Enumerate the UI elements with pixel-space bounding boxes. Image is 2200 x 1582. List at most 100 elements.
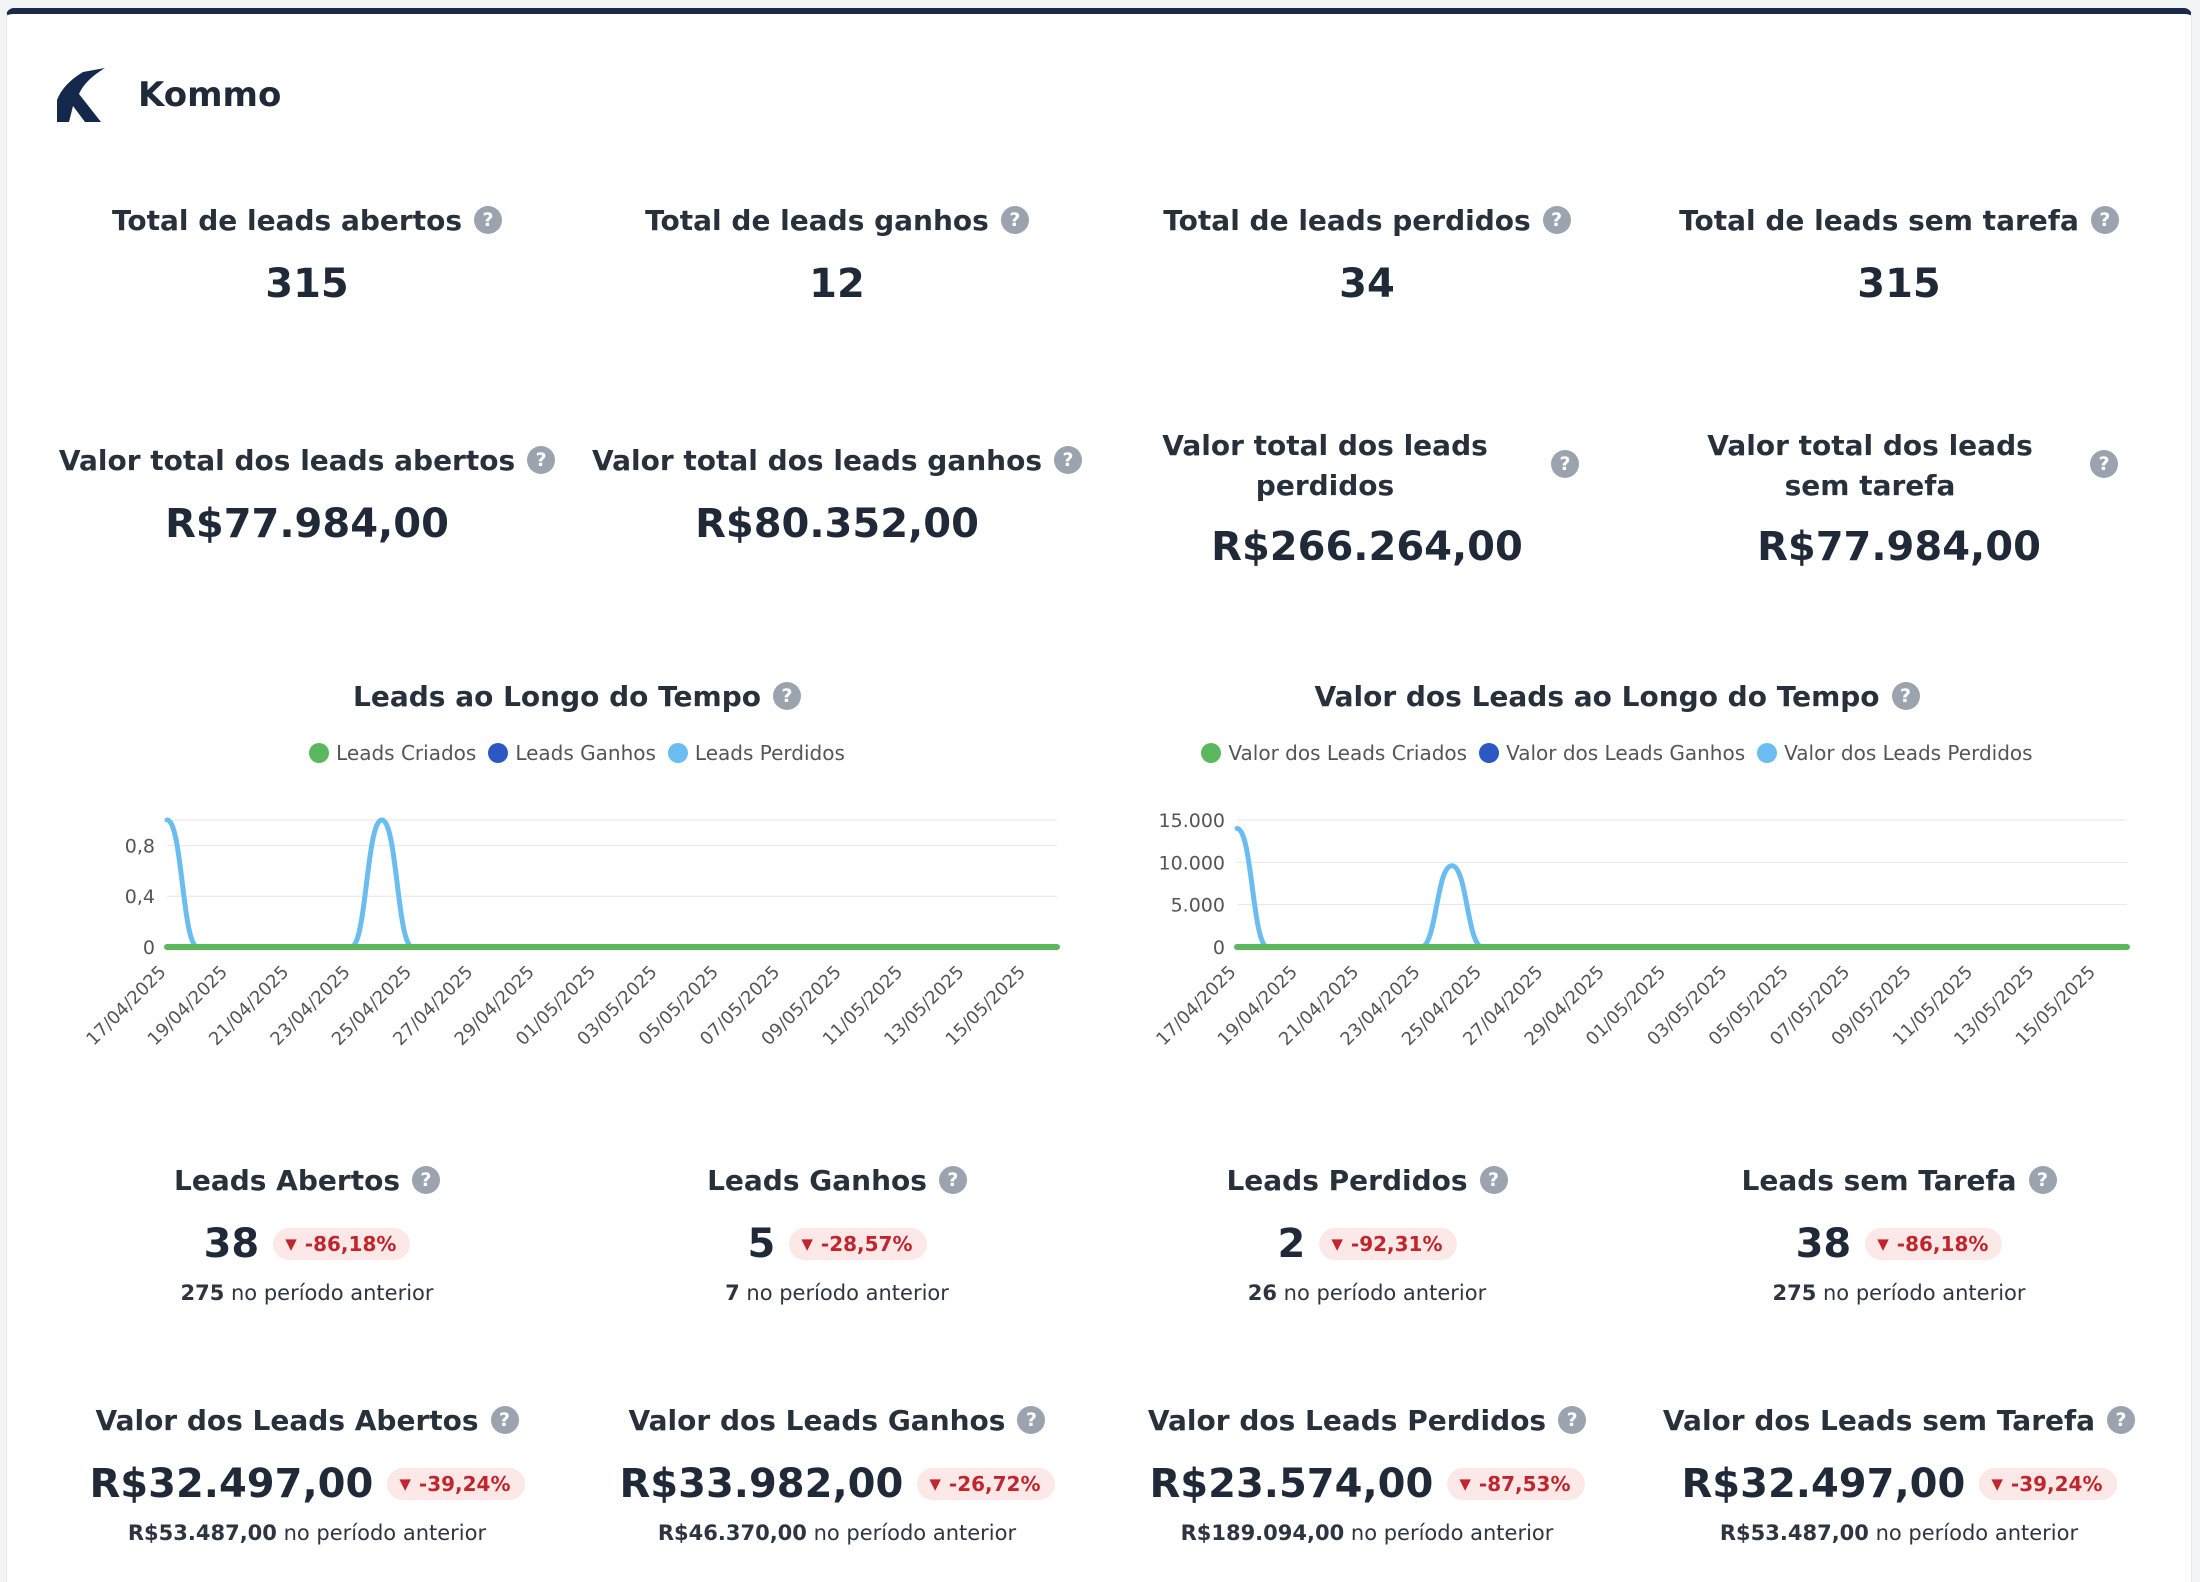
y-tick-label: 0,8 — [125, 835, 155, 857]
delta-badge: ▼ -87,53% — [1447, 1468, 1585, 1500]
previous-period: 275 no período anterior — [1772, 1281, 2026, 1305]
period-title: Leads Abertos — [174, 1164, 400, 1197]
legend-item[interactable]: Valor dos Leads Ganhos — [1479, 741, 1745, 765]
kpi-total-open: Total de leads abertos? 315 — [57, 204, 557, 307]
delta-badge: ▼ -26,72% — [917, 1468, 1055, 1500]
kpi-value: 315 — [265, 261, 349, 307]
period-title: Leads Perdidos — [1226, 1164, 1468, 1197]
help-icon[interactable]: ? — [1891, 682, 1920, 710]
period-value: R$32.497,00 — [1681, 1461, 1966, 1507]
down-triangle-icon: ▼ — [1877, 1235, 1889, 1253]
period-value: 38 — [203, 1221, 260, 1267]
period-count-won: Leads Ganhos? 5 ▼ -28,57% 7 no período an… — [587, 1164, 1087, 1305]
down-triangle-icon: ▼ — [399, 1475, 411, 1493]
legend-item[interactable]: Valor dos Leads Perdidos — [1757, 741, 2033, 765]
brand-name: Kommo — [138, 75, 282, 115]
period-count-no-task: Leads sem Tarefa? 38 ▼ -86,18% 275 no per… — [1649, 1164, 2149, 1305]
help-icon[interactable]: ? — [1551, 450, 1579, 478]
kpi-title: Total de leads sem tarefa — [1679, 204, 2079, 237]
chart-values-over-time: Valor dos Leads ao Longo do Tempo? Valor… — [1117, 680, 2117, 765]
help-icon[interactable]: ? — [2090, 450, 2118, 478]
kpi-title: Total de leads abertos — [112, 204, 462, 237]
down-triangle-icon: ▼ — [929, 1475, 941, 1493]
y-tick-label: 0 — [1213, 937, 1225, 959]
period-value-open: Valor dos Leads Abertos? R$32.497,00 ▼ -3… — [57, 1404, 557, 1545]
period-value-no-task: Valor dos Leads sem Tarefa? R$32.497,00 … — [1649, 1404, 2149, 1545]
help-icon[interactable]: ? — [1558, 1406, 1587, 1434]
value-amount: R$80.352,00 — [695, 501, 979, 547]
kpi-total-no-task: Total de leads sem tarefa? 315 — [1649, 204, 2149, 307]
legend-item[interactable]: Leads Ganhos — [488, 741, 656, 765]
down-triangle-icon: ▼ — [801, 1235, 813, 1253]
kommo-logo-icon — [57, 68, 105, 122]
down-triangle-icon: ▼ — [1991, 1475, 2003, 1493]
previous-period: R$189.094,00 no período anterior — [1180, 1521, 1554, 1545]
value-total-no-task: Valor total dos leads sem tarefa ? R$77.… — [1649, 426, 2149, 570]
chart-plot-leads: 00,40,817/04/202519/04/202521/04/202523/… — [82, 817, 1060, 1050]
y-tick-label: 0,4 — [125, 886, 155, 908]
help-icon[interactable]: ? — [2107, 1406, 2136, 1434]
chart-legend: Valor dos Leads Criados Valor dos Leads … — [1117, 741, 2117, 765]
help-icon[interactable]: ? — [2028, 1166, 2057, 1194]
help-icon[interactable]: ? — [474, 206, 502, 234]
value-amount: R$77.984,00 — [1757, 524, 2041, 570]
value-total-won: Valor total dos leads ganhos? R$80.352,0… — [587, 444, 1087, 547]
legend-dot-icon — [309, 743, 330, 763]
value-title: Valor total dos leads ganhos — [591, 444, 1042, 477]
y-tick-label: 0 — [143, 937, 155, 959]
kpi-title: Total de leads ganhos — [645, 204, 989, 237]
delta-badge: ▼ -92,31% — [1319, 1228, 1457, 1260]
previous-period: 7 no período anterior — [725, 1281, 949, 1305]
previous-period: R$46.370,00 no período anterior — [657, 1521, 1017, 1545]
legend-item[interactable]: Leads Criados — [309, 741, 476, 765]
delta-badge: ▼ -86,18% — [273, 1228, 411, 1260]
delta-badge: ▼ -39,24% — [387, 1468, 525, 1500]
legend-item[interactable]: Leads Perdidos — [667, 741, 845, 765]
chart-title: Leads ao Longo do Tempo — [353, 680, 761, 713]
help-icon[interactable]: ? — [411, 1166, 440, 1194]
delta-badge: ▼ -39,24% — [1979, 1468, 2117, 1500]
y-tick-label: 10.000 — [1159, 852, 1225, 874]
kpi-value: 315 — [1857, 261, 1941, 307]
help-icon[interactable]: ? — [1054, 446, 1082, 474]
period-value: R$23.574,00 — [1149, 1461, 1434, 1507]
help-icon[interactable]: ? — [938, 1166, 967, 1194]
value-amount: R$266.264,00 — [1211, 524, 1523, 570]
legend-dot-icon — [1479, 743, 1500, 763]
help-icon[interactable]: ? — [490, 1406, 519, 1434]
previous-period: 275 no período anterior — [180, 1281, 434, 1305]
delta-badge: ▼ -28,57% — [789, 1228, 927, 1260]
delta-badge: ▼ -86,18% — [1865, 1228, 2003, 1260]
chart-leads-over-time: Leads ao Longo do Tempo? Leads Criados L… — [77, 680, 1077, 765]
y-tick-label: 5.000 — [1171, 895, 1225, 917]
help-icon[interactable]: ? — [1542, 206, 1571, 234]
brand-header: Kommo — [55, 66, 281, 124]
help-icon[interactable]: ? — [2090, 206, 2119, 234]
legend-item[interactable]: Valor dos Leads Criados — [1201, 741, 1467, 765]
help-icon[interactable]: ? — [1479, 1166, 1508, 1194]
series-line[interactable] — [164, 817, 416, 950]
series-line[interactable] — [1234, 825, 1486, 950]
period-value: R$32.497,00 — [89, 1461, 374, 1507]
period-count-lost: Leads Perdidos? 2 ▼ -92,31% 26 no período… — [1117, 1164, 1617, 1305]
previous-period: R$53.487,00 no período anterior — [127, 1521, 487, 1545]
y-tick-label: 15.000 — [1159, 810, 1225, 832]
help-icon[interactable]: ? — [772, 682, 801, 710]
value-title: Valor total dos leads perdidos — [1162, 429, 1488, 502]
chart-legend: Leads Criados Leads Ganhos Leads Perdido… — [77, 741, 1077, 765]
period-title: Valor dos Leads Abertos — [95, 1404, 479, 1437]
period-title: Valor dos Leads Perdidos — [1147, 1404, 1547, 1437]
help-icon[interactable]: ? — [527, 446, 556, 474]
kpi-value: 34 — [1339, 261, 1395, 307]
period-count-open: Leads Abertos? 38 ▼ -86,18% 275 no períod… — [57, 1164, 557, 1305]
kpi-title: Total de leads perdidos — [1163, 204, 1531, 237]
help-icon[interactable]: ? — [1017, 1406, 1046, 1434]
legend-dot-icon — [667, 743, 688, 763]
value-title: Valor total dos leads sem tarefa — [1707, 429, 2033, 502]
period-value-lost: Valor dos Leads Perdidos? R$23.574,00 ▼ -… — [1117, 1404, 1617, 1545]
period-value: 5 — [747, 1221, 776, 1267]
legend-dot-icon — [488, 743, 509, 763]
down-triangle-icon: ▼ — [1331, 1235, 1343, 1253]
down-triangle-icon: ▼ — [1459, 1475, 1471, 1493]
help-icon[interactable]: ? — [1000, 206, 1029, 234]
